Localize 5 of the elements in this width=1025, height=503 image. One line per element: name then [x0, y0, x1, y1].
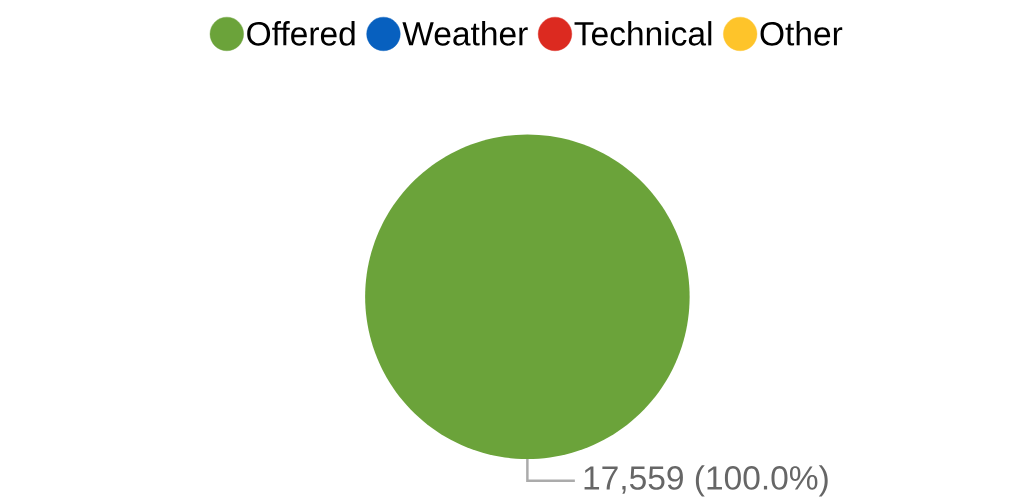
legend-label: Weather [402, 21, 528, 46]
legend-label: Technical [574, 21, 712, 46]
legend-label: Other [760, 21, 843, 46]
data-label: 17,559 (100.0%) [584, 465, 828, 497]
legend-label: Offered [247, 21, 355, 46]
